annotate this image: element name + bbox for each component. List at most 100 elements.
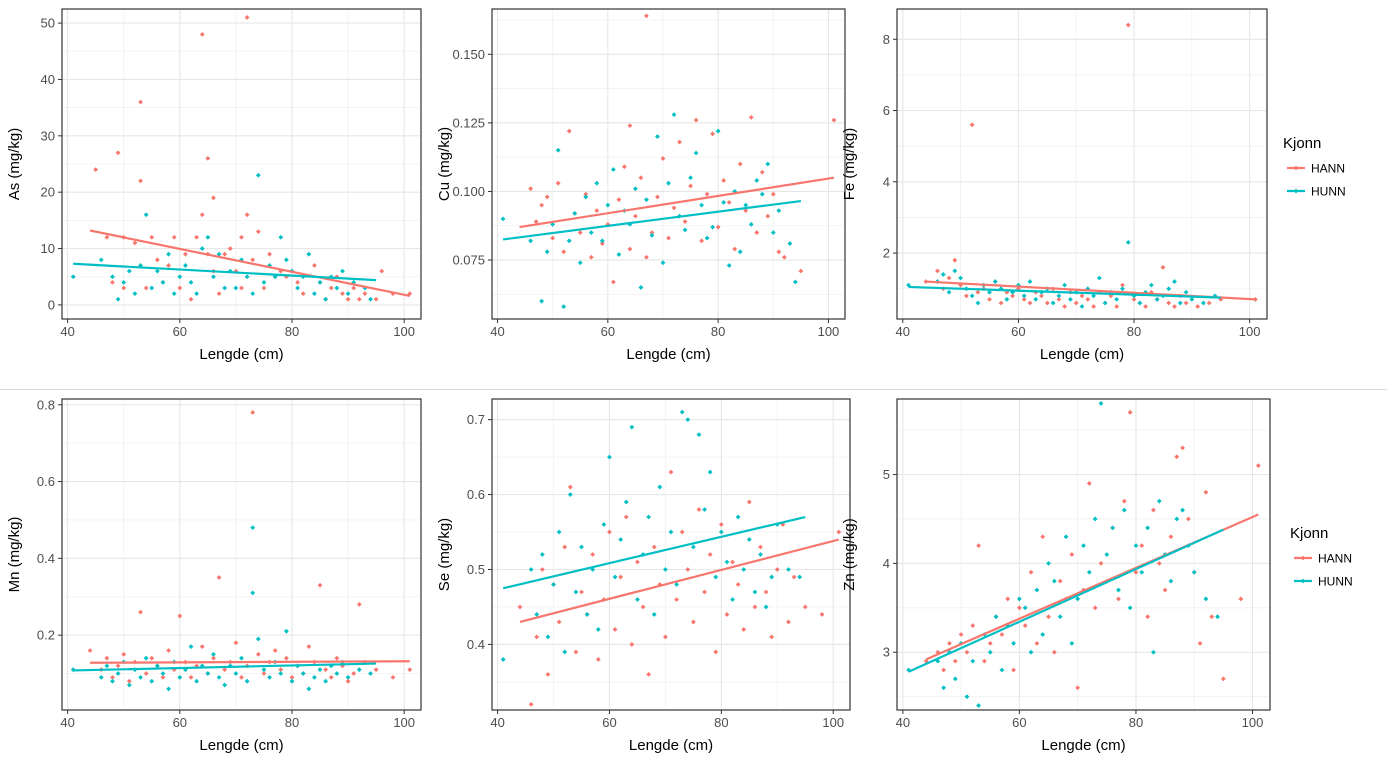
x-tick-label: 40 [490,715,504,730]
data-point-hunn [763,604,769,610]
data-point-hann [987,640,993,646]
data-point-hunn [649,232,655,238]
data-point-hunn [1075,596,1081,602]
data-point-hunn [1068,297,1073,302]
data-point-hann [533,219,539,225]
y-tick-label: 0.7 [467,412,485,427]
data-point-hann [104,655,110,661]
data-point-hunn [334,671,340,676]
data-point-hann [594,208,600,214]
data-point-hann [166,648,171,653]
data-point-hann [769,634,775,640]
data-point-hann [710,131,716,137]
data-point-hann [379,268,385,274]
data-point-hann [737,161,743,167]
data-point-hunn [1063,534,1069,540]
data-point-hunn [194,291,200,297]
data-point-hann [250,257,256,263]
data-point-hann [199,644,205,650]
data-point-hunn [1086,569,1092,575]
data-point-hunn [765,161,771,167]
data-point-hunn [644,197,649,203]
data-point-hunn [500,216,506,222]
data-point-hann [261,285,267,291]
data-point-hunn [690,544,696,550]
data-point-hann [963,293,969,299]
data-point-hunn [194,678,200,684]
data-point-hunn [154,663,160,669]
data-point-hann [746,499,752,505]
data-point-hunn [550,221,556,227]
data-point-hann [211,195,216,201]
data-point-hann [696,507,702,512]
trend-line-hunn [502,199,802,241]
data-point-hann [534,634,540,640]
data-point-hunn [556,529,562,535]
y-tick-label: 30 [41,128,55,143]
data-point-hunn [724,559,730,565]
y-tick-label: 6 [883,103,890,118]
data-point-hunn [657,484,663,490]
data-point-hann [1166,300,1172,306]
data-point-hunn [607,454,612,460]
data-point-hunn [584,612,590,617]
data-point-hunn [368,671,373,676]
data-point-hann [166,263,171,268]
data-point-hunn [239,257,244,263]
data-point-hunn [1215,614,1220,620]
data-point-hunn [710,224,716,230]
data-point-hann [1255,463,1261,469]
data-point-hunn [655,134,660,139]
data-point-hann [1098,560,1104,566]
data-point-hunn [1050,300,1056,306]
data-point-hann [1180,445,1185,451]
x-tick-label: 100 [1242,715,1264,730]
data-point-hunn [599,238,605,244]
data-point-hann [612,627,618,632]
data-point-hann [143,671,149,676]
data-point-hunn [998,286,1004,292]
data-point-hunn [555,147,561,153]
panel-border [491,8,846,320]
data-point-hunn [177,274,183,280]
panel-se: 40 60 80 100 0.4 0.5 0.6 0.7 Lengde (cm) Se (mg/k… [436,398,851,754]
data-point-hunn [149,285,155,291]
data-point-hunn [1004,297,1010,302]
data-point-hunn [976,703,981,708]
data-point-hunn [1051,578,1057,584]
x-tick-label: 80 [1129,715,1143,730]
panel-mn: 40 60 80 100 0.2 0.4 0.6 0.8 Lengde (cm) Mn (mg/k… [6,397,422,754]
data-point-hunn [528,567,534,572]
data-point-hann [115,150,121,156]
data-point-hunn [188,279,194,285]
data-point-hann [947,640,952,646]
data-point-hann [583,191,589,197]
data-point-hann [138,178,143,184]
data-point-hann [183,251,188,257]
data-point-hunn [345,291,351,297]
data-point-hunn [1191,569,1197,575]
data-point-hunn [255,636,261,642]
data-point-hann [562,544,568,550]
data-point-hunn [143,212,149,218]
data-point-hunn [579,544,584,550]
data-point-hunn [616,252,622,257]
data-point-hunn [1154,297,1160,302]
data-point-hann [765,213,771,219]
data-point-hann [545,672,551,677]
data-point-hunn [1120,286,1125,292]
data-point-hann [616,197,622,203]
data-point-hann [528,186,534,192]
trend-line-hann [89,229,411,297]
x-tick-label: 80 [285,715,299,730]
data-point-hunn [993,614,999,620]
data-point-hann [1057,578,1063,584]
data-point-hann [328,674,334,680]
data-point-hann [555,180,561,186]
data-point-hann [345,678,351,684]
panel-cu: 40 60 80 100 0.075 0.100 0.125 0.150 Lengde (cm)… [436,8,846,363]
data-point-hann [759,169,765,175]
data-point-hunn [583,194,589,200]
data-point-hunn [1091,293,1096,299]
